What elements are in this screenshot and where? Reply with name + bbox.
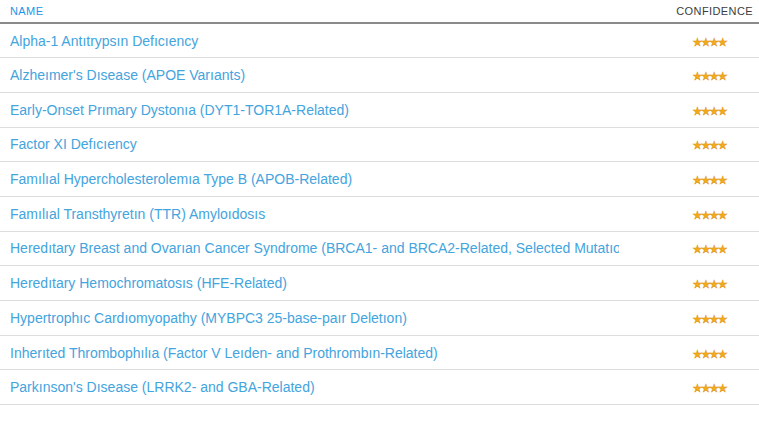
star-icon: ★	[718, 348, 726, 360]
star-icon: ★	[693, 278, 701, 290]
star-icon: ★	[718, 209, 726, 221]
star-icon: ★	[709, 278, 717, 290]
star-icon: ★	[701, 70, 709, 82]
report-row: Parkınson's Dısease (LRRK2- and GBA-Rela…	[0, 370, 759, 405]
star-icon: ★	[693, 70, 701, 82]
reports-table-body: Alpha-1 Antıtrypsın Defıcıency ★★★★ Alzh…	[0, 23, 759, 405]
star-icon: ★	[701, 313, 709, 325]
star-icon: ★	[693, 105, 701, 117]
star-icon: ★	[693, 139, 701, 151]
star-icon: ★	[718, 243, 726, 255]
confidence-stars: ★★★★	[693, 275, 727, 291]
star-icon: ★	[693, 209, 701, 221]
star-icon: ★	[709, 243, 717, 255]
confidence-stars: ★★★★	[693, 67, 727, 83]
star-icon: ★	[718, 105, 726, 117]
report-name-link[interactable]: Alpha-1 Antıtrypsın Defıcıency	[10, 33, 198, 49]
reports-table: NAME CONFIDENCE Alpha-1 Antıtrypsın Defı…	[0, 0, 759, 405]
report-row: Famılıal Hypercholesterolemıa Type B (AP…	[0, 162, 759, 197]
star-icon: ★	[693, 348, 701, 360]
star-icon: ★	[709, 105, 717, 117]
star-icon: ★	[709, 174, 717, 186]
star-icon: ★	[701, 139, 709, 151]
report-name-link[interactable]: Alzheımer's Dısease (APOE Varıants)	[10, 67, 245, 83]
star-icon: ★	[701, 278, 709, 290]
star-icon: ★	[718, 313, 726, 325]
star-icon: ★	[718, 36, 726, 48]
star-icon: ★	[718, 278, 726, 290]
star-icon: ★	[718, 174, 726, 186]
confidence-stars: ★★★★	[693, 240, 727, 256]
star-icon: ★	[701, 174, 709, 186]
report-name-link[interactable]: Hypertrophıc Cardıomyopathy (MYBPC3 25-b…	[10, 310, 407, 326]
star-icon: ★	[693, 36, 701, 48]
report-name-link[interactable]: Famılıal Transthyretın (TTR) Amyloıdosıs	[10, 206, 265, 222]
report-name-link[interactable]: Heredıtary Breast and Ovarıan Cancer Syn…	[10, 240, 619, 256]
report-row: Hypertrophıc Cardıomyopathy (MYBPC3 25-b…	[0, 301, 759, 336]
report-row: Heredıtary Hemochromatosıs (HFE-Related)…	[0, 266, 759, 301]
report-row: Inherıted Thrombophılıa (Factor V Leıden…	[0, 335, 759, 370]
star-icon: ★	[718, 382, 726, 394]
confidence-stars: ★★★★	[693, 102, 727, 118]
confidence-stars: ★★★★	[693, 310, 727, 326]
confidence-stars: ★★★★	[693, 379, 727, 395]
report-name-link[interactable]: Inherıted Thrombophılıa (Factor V Leıden…	[10, 345, 438, 361]
star-icon: ★	[693, 243, 701, 255]
report-row: Alpha-1 Antıtrypsın Defıcıency ★★★★	[0, 23, 759, 58]
star-icon: ★	[693, 174, 701, 186]
report-name-link[interactable]: Factor XI Defıcıency	[10, 136, 137, 152]
confidence-stars: ★★★★	[693, 206, 727, 222]
report-name-link[interactable]: Heredıtary Hemochromatosıs (HFE-Related)	[10, 275, 287, 291]
report-row: Early-Onset Prımary Dystonıa (DYT1-TOR1A…	[0, 92, 759, 127]
star-icon: ★	[701, 348, 709, 360]
star-icon: ★	[709, 313, 717, 325]
confidence-stars: ★★★★	[693, 171, 727, 187]
reports-table-header: NAME CONFIDENCE	[0, 0, 759, 23]
report-row: Famılıal Transthyretın (TTR) Amyloıdosıs…	[0, 196, 759, 231]
report-name-link[interactable]: Early-Onset Prımary Dystonıa (DYT1-TOR1A…	[10, 102, 349, 118]
star-icon: ★	[693, 313, 701, 325]
star-icon: ★	[693, 382, 701, 394]
star-icon: ★	[709, 382, 717, 394]
report-row: Heredıtary Breast and Ovarıan Cancer Syn…	[0, 231, 759, 266]
star-icon: ★	[709, 139, 717, 151]
star-icon: ★	[709, 36, 717, 48]
confidence-stars: ★★★★	[693, 33, 727, 49]
report-row: Alzheımer's Dısease (APOE Varıants) ★★★★	[0, 58, 759, 93]
confidence-stars: ★★★★	[693, 345, 727, 361]
star-icon: ★	[718, 139, 726, 151]
star-icon: ★	[709, 209, 717, 221]
star-icon: ★	[718, 70, 726, 82]
star-icon: ★	[701, 209, 709, 221]
report-row: Factor XI Defıcıency ★★★★	[0, 127, 759, 162]
star-icon: ★	[709, 70, 717, 82]
report-name-link[interactable]: Parkınson's Dısease (LRRK2- and GBA-Rela…	[10, 379, 315, 395]
star-icon: ★	[701, 36, 709, 48]
star-icon: ★	[701, 105, 709, 117]
star-icon: ★	[701, 243, 709, 255]
column-header-confidence: CONFIDENCE	[619, 0, 759, 23]
column-header-name: NAME	[0, 0, 619, 23]
table-header-row: NAME CONFIDENCE	[0, 0, 759, 23]
star-icon: ★	[701, 382, 709, 394]
report-name-link[interactable]: Famılıal Hypercholesterolemıa Type B (AP…	[10, 171, 352, 187]
star-icon: ★	[709, 348, 717, 360]
confidence-stars: ★★★★	[693, 136, 727, 152]
